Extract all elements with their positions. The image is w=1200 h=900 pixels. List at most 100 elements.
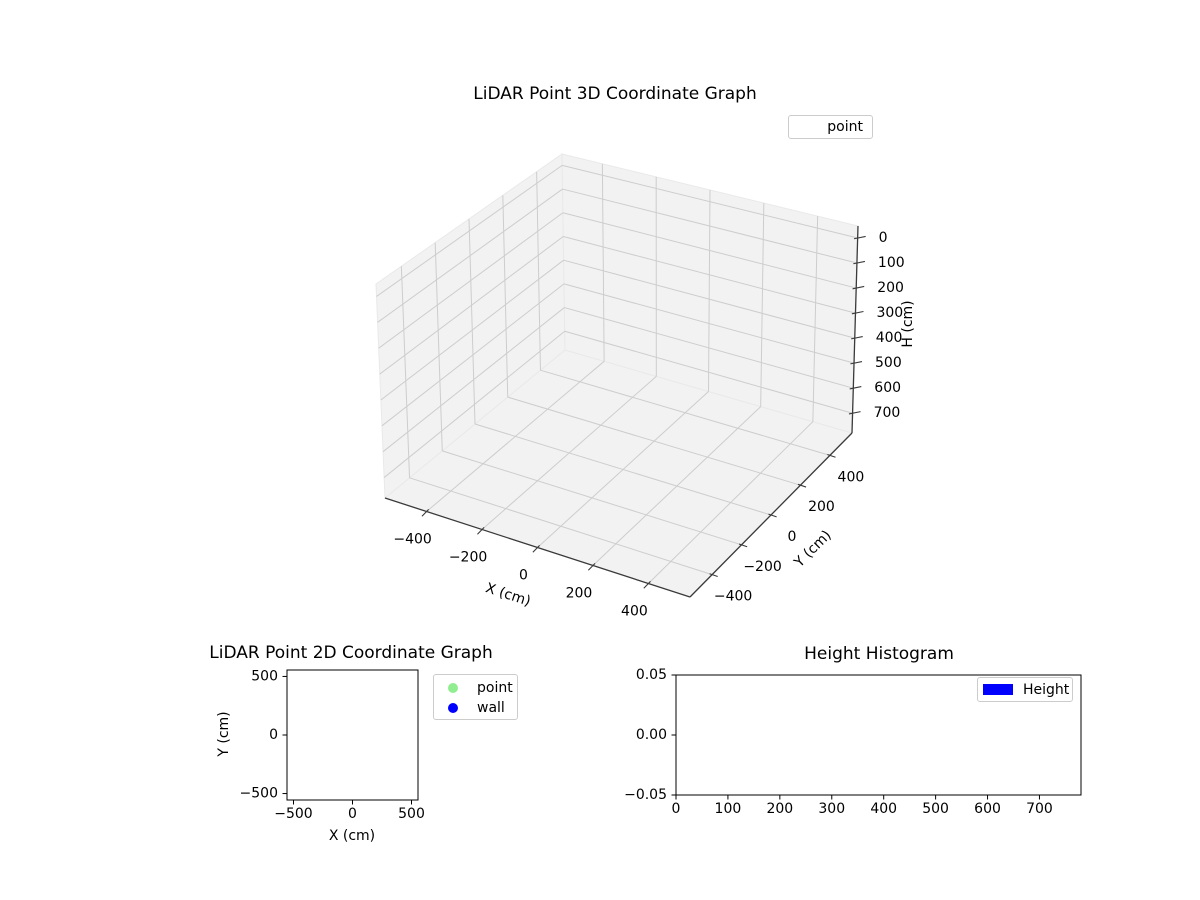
3d-y-tick-label: 200 bbox=[808, 499, 835, 515]
wall-marker-icon bbox=[448, 703, 458, 713]
3d-z-tick-label: 300 bbox=[876, 305, 903, 321]
3d-z-tick bbox=[848, 411, 861, 415]
3d-z-tick-label: 200 bbox=[877, 280, 904, 296]
3d-grid-line-y bbox=[400, 266, 411, 478]
3d-grid-line-z bbox=[380, 259, 564, 401]
2d-legend: point wall bbox=[433, 674, 518, 720]
2d-plot-title: LiDAR Point 2D Coordinate Graph bbox=[209, 643, 493, 663]
3d-legend: point bbox=[788, 115, 873, 139]
3d-x-tick bbox=[587, 563, 596, 571]
3d-x-tick bbox=[421, 509, 430, 517]
3d-x-tick bbox=[532, 545, 540, 553]
3d-x-tick bbox=[643, 581, 651, 589]
2d-y-axis-label: Y (cm) bbox=[216, 711, 232, 757]
3d-grid-line-x bbox=[708, 189, 711, 392]
3d-grid-line-z bbox=[564, 330, 853, 414]
3d-z-tick-label: 100 bbox=[878, 255, 905, 271]
3d-y-tick bbox=[827, 453, 836, 458]
2d-y-tick-label: 0 bbox=[269, 727, 278, 743]
histogram-y-tick-label: −0.05 bbox=[624, 787, 667, 803]
3d-grid-line-y bbox=[442, 450, 742, 546]
histogram-x-tick-label: 700 bbox=[1026, 801, 1053, 817]
3d-y-tick bbox=[768, 513, 777, 518]
3d-grid-line-z bbox=[562, 212, 857, 289]
2d-x-tick-label: −500 bbox=[274, 806, 312, 822]
histogram-legend-height-label: Height bbox=[1023, 681, 1070, 698]
histogram-x-tick-label: 200 bbox=[766, 801, 793, 817]
3d-grid-line-y bbox=[409, 477, 713, 576]
3d-y-tick-label: −400 bbox=[714, 589, 752, 605]
3d-grid-line-y bbox=[507, 396, 801, 486]
3d-grid-line-z bbox=[381, 283, 565, 427]
3d-grid-line-z bbox=[562, 164, 858, 239]
3d-grid-line-y bbox=[502, 195, 509, 398]
3d-z-tick-label: 600 bbox=[874, 380, 901, 396]
2d-legend-wall-label: wall bbox=[477, 700, 505, 716]
3d-z-axis-line bbox=[851, 225, 859, 434]
3d-grid-line-z bbox=[377, 188, 563, 323]
3d-grid-line-x bbox=[812, 216, 819, 422]
2d-legend-entry-wall: wall bbox=[448, 698, 517, 718]
3d-grid-line-z bbox=[379, 236, 564, 375]
3d-z-tick-label: 700 bbox=[874, 405, 901, 421]
3d-y-tick-label: 400 bbox=[838, 469, 865, 485]
3d-z-tick bbox=[849, 386, 862, 390]
2d-legend-point-label: point bbox=[477, 680, 513, 696]
3d-z-tick bbox=[853, 260, 866, 265]
height-swatch-icon bbox=[983, 684, 1013, 695]
3d-y-tick bbox=[738, 543, 748, 548]
histogram-y-tick-label: 0.00 bbox=[636, 727, 667, 743]
histogram-x-tick-label: 500 bbox=[922, 801, 949, 817]
3d-x-tick-label: −400 bbox=[393, 532, 431, 548]
3d-x-tick-label: 0 bbox=[519, 568, 528, 584]
2d-y-tick-label: 500 bbox=[251, 668, 278, 684]
3d-grid-line-z bbox=[378, 212, 564, 349]
histogram-x-tick-label: 300 bbox=[818, 801, 845, 817]
3d-z-tick bbox=[850, 361, 863, 365]
3d-z-tick-label: 0 bbox=[879, 230, 888, 246]
3d-grid-line-y bbox=[540, 369, 831, 456]
histogram-x-tick-label: 600 bbox=[974, 801, 1001, 817]
2d-plot-box bbox=[286, 669, 419, 801]
histogram-title: Height Histogram bbox=[804, 644, 954, 664]
3d-z-tick bbox=[853, 235, 866, 240]
histogram-legend: Height bbox=[977, 677, 1073, 702]
histogram-x-tick-label: 100 bbox=[715, 801, 742, 817]
3d-grid-line-y bbox=[536, 171, 541, 371]
3d-grid-line-z bbox=[562, 188, 858, 264]
3d-z-tick bbox=[851, 310, 864, 315]
3d-x-tick-label: 400 bbox=[621, 604, 648, 620]
3d-y-tick bbox=[797, 483, 807, 488]
3d-grid-line-x bbox=[760, 203, 765, 407]
3d-x-tick-label: −200 bbox=[449, 550, 487, 566]
3d-grid-line-z bbox=[382, 307, 565, 453]
3d-z-tick-label: 500 bbox=[875, 355, 902, 371]
3d-y-tick-label: 0 bbox=[788, 529, 797, 545]
3d-z-axis-label: H (cm) bbox=[900, 300, 916, 348]
histogram-x-tick-label: 0 bbox=[672, 801, 681, 817]
3d-grid-line-z bbox=[383, 330, 566, 478]
2d-x-tick-label: 0 bbox=[348, 806, 357, 822]
3d-grid-line-y bbox=[434, 242, 443, 451]
3d-x-tick bbox=[477, 527, 485, 535]
2d-x-tick-label: 500 bbox=[398, 806, 425, 822]
3d-y-tick-label: −200 bbox=[743, 559, 781, 575]
3d-z-tick bbox=[852, 285, 865, 290]
2d-x-axis-label: X (cm) bbox=[328, 828, 376, 844]
3d-grid-line-z bbox=[563, 259, 855, 339]
3d-grid-line-x bbox=[601, 163, 605, 362]
3d-grid-line-z bbox=[564, 307, 854, 389]
3d-y-tick bbox=[709, 573, 718, 578]
point-marker-icon bbox=[448, 683, 458, 693]
3d-z-tick-label: 400 bbox=[876, 330, 903, 346]
3d-z-tick bbox=[851, 335, 863, 340]
3d-grid-line-y bbox=[474, 423, 772, 516]
3d-legend-point-label: point bbox=[827, 119, 863, 135]
3d-x-tick-label: 200 bbox=[566, 586, 593, 602]
histogram-x-tick-label: 400 bbox=[870, 801, 897, 817]
3d-grid-line-z bbox=[376, 164, 563, 297]
3d-grid-line-y bbox=[468, 218, 476, 425]
3d-grid-line-z bbox=[563, 235, 856, 314]
